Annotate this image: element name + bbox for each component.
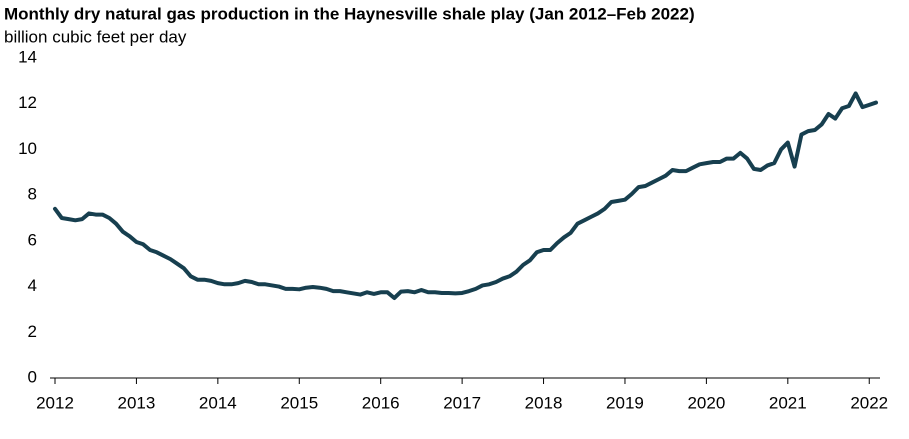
x-tick-label: 2019 (606, 393, 644, 412)
x-tick-label: 2020 (687, 393, 725, 412)
y-tick-label: 4 (28, 276, 37, 295)
y-tick-label: 10 (18, 139, 37, 158)
x-tick-label: 2015 (280, 393, 318, 412)
x-tick-label: 2016 (362, 393, 400, 412)
x-tick-label: 2013 (118, 393, 156, 412)
y-tick-label: 2 (28, 322, 37, 341)
x-tick-label: 2018 (525, 393, 563, 412)
y-tick-label: 14 (18, 47, 37, 66)
line-series (53, 91, 878, 300)
y-tick-label: 12 (18, 93, 37, 112)
chart-subtitle: billion cubic feet per day (4, 27, 187, 46)
y-tick-label: 8 (28, 185, 37, 204)
x-tick-label: 2014 (199, 393, 237, 412)
x-tick-label: 2021 (769, 393, 807, 412)
x-tick-label: 2012 (36, 393, 74, 412)
y-tick-label: 0 (28, 367, 37, 386)
y-tick-label: 6 (28, 230, 37, 249)
x-tick-label: 2022 (850, 393, 888, 412)
x-tick-label: 2017 (443, 393, 481, 412)
chart-title: Monthly dry natural gas production in th… (4, 4, 695, 23)
